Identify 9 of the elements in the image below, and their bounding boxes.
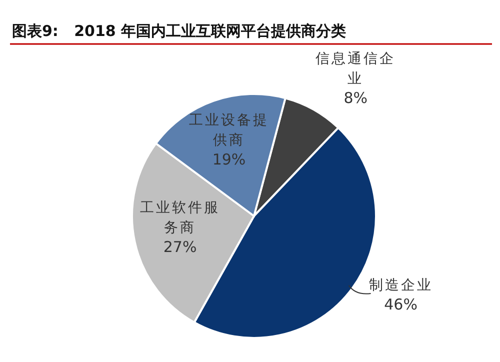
- slice-label: 工业软件服务商: [140, 200, 220, 236]
- chart-title: 图表9: 2018 年国内工业互联网平台提供商分类: [12, 22, 346, 40]
- slice-label: 信息通信企业: [316, 51, 396, 88]
- data-label: 27%: [163, 238, 197, 256]
- data-label: 46%: [384, 295, 418, 314]
- slice-label: 工业设备提供商: [188, 112, 269, 149]
- data-label: 19%: [212, 150, 246, 169]
- data-label: 8%: [344, 89, 368, 108]
- slice-label: 制造企业: [368, 277, 433, 294]
